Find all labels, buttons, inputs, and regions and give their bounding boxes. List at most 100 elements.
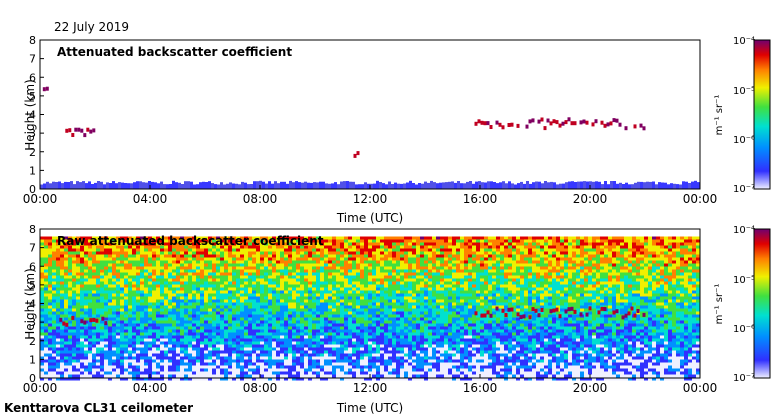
heatmap-cell bbox=[592, 236, 596, 240]
heatmap-cell bbox=[440, 254, 444, 258]
heatmap-cell bbox=[412, 260, 416, 264]
heatmap-cell bbox=[548, 302, 552, 306]
heatmap-cell bbox=[404, 317, 408, 321]
heatmap-cell bbox=[420, 311, 424, 315]
heatmap-cell bbox=[128, 263, 132, 267]
heatmap-cell bbox=[528, 293, 532, 297]
heatmap-cell bbox=[124, 293, 128, 297]
heatmap-cell bbox=[100, 248, 104, 252]
heatmap-cell bbox=[88, 242, 92, 246]
heatmap-cell bbox=[348, 257, 352, 261]
heatmap-cell bbox=[187, 181, 190, 189]
heatmap-cell bbox=[536, 305, 540, 309]
heatmap-cell bbox=[624, 254, 628, 258]
heatmap-cell bbox=[116, 281, 120, 285]
heatmap-cell bbox=[420, 275, 424, 279]
heatmap-cell bbox=[564, 278, 568, 282]
heatmap-cell bbox=[432, 302, 436, 306]
heatmap-cell bbox=[192, 284, 196, 288]
heatmap-cell bbox=[388, 263, 392, 267]
heatmap-cell bbox=[84, 263, 88, 267]
heatmap-cell bbox=[588, 251, 592, 255]
heatmap-cell bbox=[84, 257, 88, 261]
heatmap-cell bbox=[516, 266, 520, 270]
heatmap-cell bbox=[416, 314, 420, 318]
heatmap-cell bbox=[232, 278, 236, 282]
heatmap-cell bbox=[304, 263, 308, 267]
heatmap-cell bbox=[324, 260, 328, 264]
heatmap-cell bbox=[364, 254, 368, 258]
heatmap-cell bbox=[642, 126, 646, 131]
heatmap-cell bbox=[696, 293, 700, 297]
heatmap-cell bbox=[232, 266, 236, 270]
heatmap-cell bbox=[637, 181, 640, 189]
heatmap-cell bbox=[124, 320, 128, 324]
heatmap-cell bbox=[388, 290, 392, 294]
heatmap-cell bbox=[652, 257, 656, 261]
heatmap-cell bbox=[100, 290, 104, 294]
heatmap-cell bbox=[92, 287, 96, 291]
heatmap-cell bbox=[480, 299, 484, 303]
heatmap-cell bbox=[516, 281, 520, 285]
heatmap-cell bbox=[308, 248, 312, 252]
heatmap-cell bbox=[440, 308, 444, 312]
heatmap-cell bbox=[668, 272, 672, 276]
heatmap-cell bbox=[260, 275, 264, 279]
heatmap-cell bbox=[320, 251, 324, 255]
heatmap-cell bbox=[368, 260, 372, 264]
heatmap-cell bbox=[464, 251, 468, 255]
heatmap-cell bbox=[440, 311, 444, 315]
heatmap-cell bbox=[634, 182, 637, 189]
heatmap-cell bbox=[248, 266, 252, 270]
heatmap-cell bbox=[564, 317, 568, 321]
heatmap-cell bbox=[584, 296, 588, 300]
heatmap-cell bbox=[148, 293, 152, 297]
heatmap-cell bbox=[468, 257, 472, 261]
heatmap-cell bbox=[432, 275, 436, 279]
heatmap-cell bbox=[576, 302, 580, 306]
heatmap-cell bbox=[620, 272, 624, 276]
heatmap-cell bbox=[112, 272, 116, 276]
heatmap-cell bbox=[180, 278, 184, 282]
heatmap-cell bbox=[352, 248, 356, 252]
heatmap-cell bbox=[92, 299, 96, 303]
heatmap-cell bbox=[228, 311, 232, 315]
heatmap-cell bbox=[416, 272, 420, 276]
heatmap-cell bbox=[164, 251, 168, 255]
heatmap-cell bbox=[676, 251, 680, 255]
heatmap-cell bbox=[516, 308, 520, 312]
heatmap-cell bbox=[204, 290, 208, 294]
heatmap-cell bbox=[376, 260, 380, 264]
heatmap-cell bbox=[560, 269, 564, 273]
heatmap-cell bbox=[476, 308, 480, 312]
heatmap-cell bbox=[296, 314, 300, 318]
heatmap-cell bbox=[484, 299, 488, 303]
heatmap-cell bbox=[536, 302, 540, 306]
heatmap-cell bbox=[356, 311, 360, 315]
heatmap-cell bbox=[572, 272, 576, 276]
heatmap-cell bbox=[568, 248, 572, 252]
heatmap-cell bbox=[320, 308, 324, 312]
heatmap-cell bbox=[160, 293, 164, 297]
heatmap-cell bbox=[156, 284, 160, 288]
heatmap-cell bbox=[300, 275, 304, 279]
heatmap-cell bbox=[604, 317, 608, 321]
heatmap-cell bbox=[176, 245, 180, 249]
heatmap-cell bbox=[676, 287, 680, 291]
heatmap-cell bbox=[436, 269, 440, 273]
heatmap-cell bbox=[504, 272, 508, 276]
heatmap-cell bbox=[580, 242, 584, 246]
heatmap-cell bbox=[208, 284, 212, 288]
heatmap-cell bbox=[176, 314, 180, 318]
heatmap-cell bbox=[608, 275, 612, 279]
heatmap-cell bbox=[504, 245, 508, 249]
heatmap-cell bbox=[112, 278, 116, 282]
heatmap-cell bbox=[456, 236, 460, 240]
heatmap-cell bbox=[600, 251, 604, 255]
heatmap-cell bbox=[196, 251, 200, 255]
heatmap-cell bbox=[640, 269, 644, 273]
heatmap-cell bbox=[276, 293, 280, 297]
heatmap-cell bbox=[472, 257, 476, 261]
heatmap-cell bbox=[512, 251, 516, 255]
heatmap-cell bbox=[120, 308, 124, 312]
